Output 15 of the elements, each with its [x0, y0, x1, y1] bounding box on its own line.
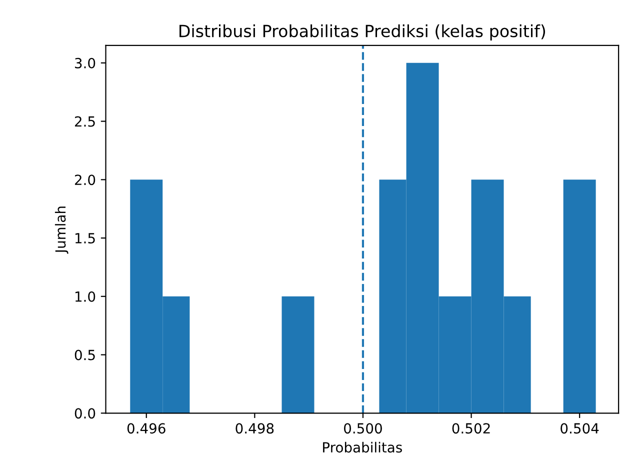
x-tick-label: 0.498: [236, 423, 274, 434]
y-tick-label: 0.0: [74, 408, 96, 419]
y-tick-label: 2.0: [74, 174, 96, 186]
chart-title: Distribusi Probabilitas Prediksi (kelas positif): [180, 24, 546, 41]
y-tick-label: 1.0: [75, 291, 96, 302]
x-tick-label: 0.504: [560, 423, 599, 434]
y-tick-label: 0.5: [74, 350, 95, 360]
y-tick-label: 3.0: [75, 58, 96, 68]
x-tick-label: 0.500: [344, 423, 382, 434]
x-axis-title: Probabilitas: [323, 442, 402, 453]
x-tick-label: 0.502: [452, 423, 490, 434]
y-tick-label: 2.5: [74, 116, 95, 127]
x-tick-label: 0.496: [127, 423, 166, 434]
y-tick-label: 1.5: [75, 233, 95, 244]
y-axis-title: Jumlah: [54, 206, 68, 254]
